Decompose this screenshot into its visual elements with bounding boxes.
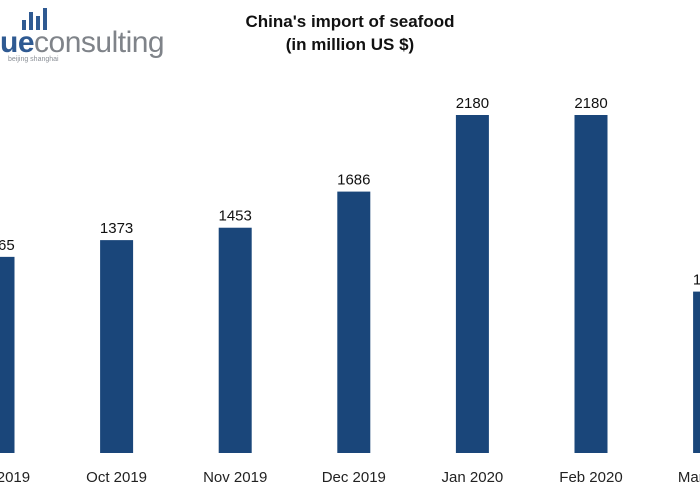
bar [100,240,134,453]
bar [455,115,489,453]
bar [218,227,252,453]
category-label: Sep 2019 [0,469,30,486]
bar [0,256,15,453]
chart-title-block: China's import of seafood (in million US… [200,10,500,56]
category-label: Feb 2020 [559,469,622,486]
data-label: 1373 [100,220,133,237]
category-label: Mar 2020 [678,469,700,486]
bar [337,191,371,454]
category-label: Jan 2020 [442,469,504,486]
logo-subtitle: beijing shanghai [8,56,59,63]
chart-title: China's import of seafood [245,12,455,31]
chart-subtitle: (in million US $) [285,35,415,54]
logo: ueconsulting beijing shanghai [0,0,200,70]
data-label: 2180 [574,95,607,112]
category-label: Dec 2019 [322,469,386,486]
bar [693,291,700,453]
data-label: 1041 [693,272,700,289]
category-label: Nov 2019 [203,469,267,486]
data-label: 1686 [337,172,370,189]
data-label: 2180 [456,95,489,112]
bar [574,115,608,453]
category-label: Oct 2019 [86,469,147,486]
logo-bars-icon [22,6,48,30]
data-label: 1265 [0,237,15,254]
data-label: 1453 [219,208,252,225]
logo-wordmark: ueconsulting [0,26,165,59]
